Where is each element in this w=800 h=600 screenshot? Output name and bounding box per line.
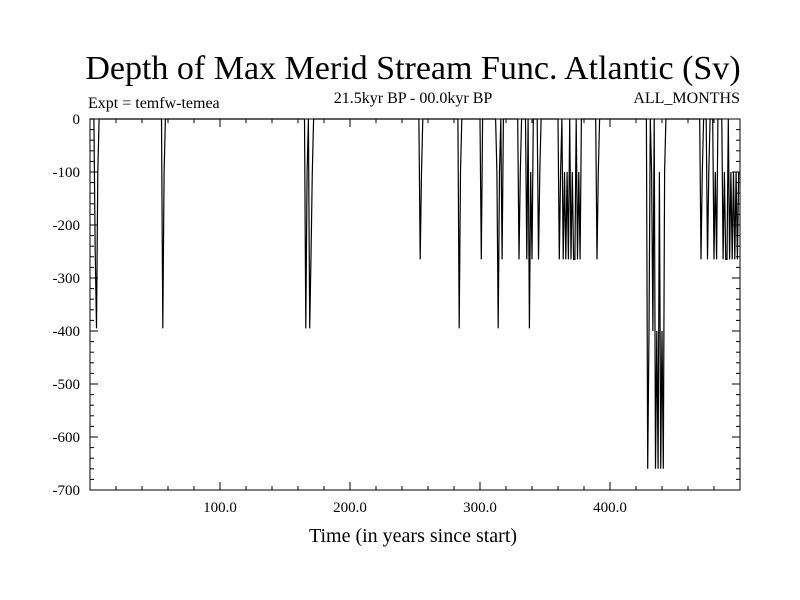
x-tick-label: 300.0 [463, 500, 497, 516]
y-tick-label: -400 [53, 324, 81, 340]
axis-ticks: 0 -100 -200 -300 -400 -500 -600 -700 100.0 200.0 3… [53, 112, 740, 516]
x-tick-label: 200.0 [333, 500, 367, 516]
data-series [90, 118, 740, 469]
y-tick-label: -700 [53, 483, 81, 499]
y-tick-label: -600 [53, 430, 81, 446]
months-label: ALL_MONTHS [633, 90, 740, 107]
y-tick-label: -300 [53, 271, 81, 287]
x-tick-label: 400.0 [593, 500, 627, 516]
x-axis-label: Time (in years since start) [309, 525, 517, 547]
experiment-label: Expt = temfw-temea [88, 95, 220, 112]
period-label: 21.5kyr BP - 00.0kyr BP [334, 90, 493, 107]
y-tick-label: 0 [73, 112, 81, 128]
series-line [90, 118, 740, 469]
y-tick-label: -200 [53, 218, 81, 234]
x-tick-label: 100.0 [203, 500, 237, 516]
plot-frame [89, 118, 741, 491]
chart-title: Depth of Max Merid Stream Func. Atlantic… [85, 50, 740, 87]
y-tick-label: -500 [53, 377, 81, 393]
y-tick-label: -100 [53, 165, 81, 181]
